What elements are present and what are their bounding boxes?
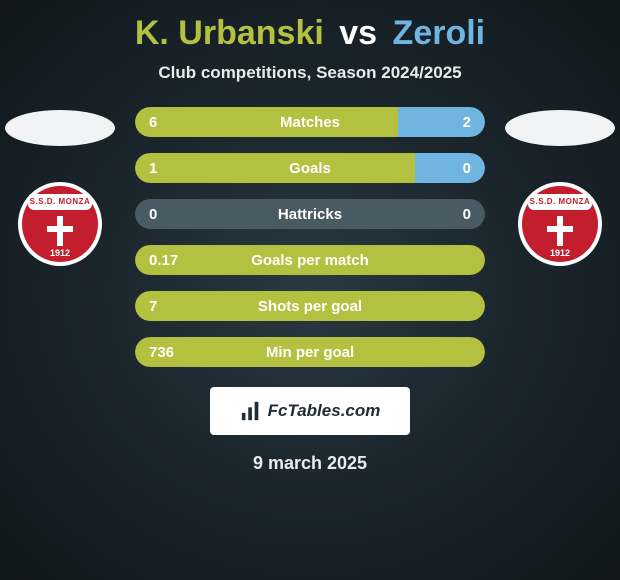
club-badge-cross-h [47, 226, 73, 232]
club-badge-year: 1912 [18, 248, 102, 258]
stat-label: Goals per match [135, 252, 485, 269]
player1-club-badge: S.S.D. MONZA 1912 [18, 182, 102, 266]
stat-value-right: 2 [463, 114, 471, 131]
brand-text: FcTables.com [268, 401, 381, 421]
player2-club-badge: S.S.D. MONZA 1912 [518, 182, 602, 266]
stat-row: 0Hattricks0 [135, 199, 485, 229]
player1-column: S.S.D. MONZA 1912 [0, 110, 120, 266]
stat-label: Shots per goal [135, 298, 485, 315]
player2-column: S.S.D. MONZA 1912 [500, 110, 620, 266]
club-badge-cross-h [547, 226, 573, 232]
club-badge-band: S.S.D. MONZA [528, 194, 592, 210]
stat-row: 1Goals0 [135, 153, 485, 183]
club-badge-band: S.S.D. MONZA [28, 194, 92, 210]
player2-name: Zeroli [393, 14, 486, 52]
player1-silhouette [5, 110, 115, 146]
stat-label: Matches [135, 114, 485, 131]
stats-container: 6Matches21Goals00Hattricks00.17Goals per… [135, 107, 485, 367]
comparison-title: K. Urbanski vs Zeroli [0, 0, 620, 53]
stat-value-right: 0 [463, 206, 471, 223]
stat-label: Min per goal [135, 344, 485, 361]
subtitle: Club competitions, Season 2024/2025 [0, 63, 620, 83]
player1-name: K. Urbanski [135, 14, 324, 52]
player2-silhouette [505, 110, 615, 146]
chart-icon [240, 400, 262, 422]
stat-row: 0.17Goals per match [135, 245, 485, 275]
stat-value-right: 0 [463, 160, 471, 177]
stat-row: 736Min per goal [135, 337, 485, 367]
stat-label: Hattricks [135, 206, 485, 223]
stat-label: Goals [135, 160, 485, 177]
stat-row: 7Shots per goal [135, 291, 485, 321]
club-badge-year: 1912 [518, 248, 602, 258]
stat-row: 6Matches2 [135, 107, 485, 137]
date: 9 march 2025 [0, 453, 620, 474]
vs-text: vs [339, 14, 377, 52]
brand-badge[interactable]: FcTables.com [210, 387, 410, 435]
